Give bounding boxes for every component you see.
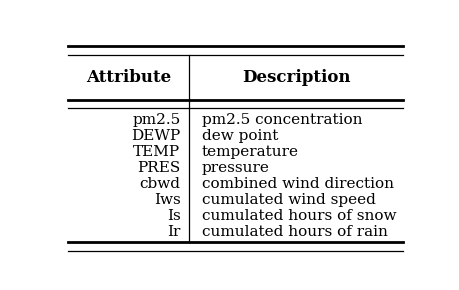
Text: Ir: Ir bbox=[167, 225, 180, 239]
Text: Attribute: Attribute bbox=[86, 69, 171, 86]
Text: Description: Description bbox=[241, 69, 350, 86]
Text: pm2.5: pm2.5 bbox=[132, 113, 180, 127]
Text: cumulated wind speed: cumulated wind speed bbox=[202, 193, 375, 207]
Text: pressure: pressure bbox=[202, 161, 269, 175]
Text: temperature: temperature bbox=[202, 145, 298, 159]
Text: dew point: dew point bbox=[202, 129, 278, 143]
Text: PRES: PRES bbox=[137, 161, 180, 175]
Text: Is: Is bbox=[166, 209, 180, 223]
Text: pm2.5 concentration: pm2.5 concentration bbox=[202, 113, 362, 127]
Text: cumulated hours of rain: cumulated hours of rain bbox=[202, 225, 387, 239]
Text: TEMP: TEMP bbox=[133, 145, 180, 159]
Text: combined wind direction: combined wind direction bbox=[202, 177, 393, 191]
Text: cumulated hours of snow: cumulated hours of snow bbox=[202, 209, 396, 223]
Text: cbwd: cbwd bbox=[139, 177, 180, 191]
Text: Iws: Iws bbox=[153, 193, 180, 207]
Text: DEWP: DEWP bbox=[131, 129, 180, 143]
